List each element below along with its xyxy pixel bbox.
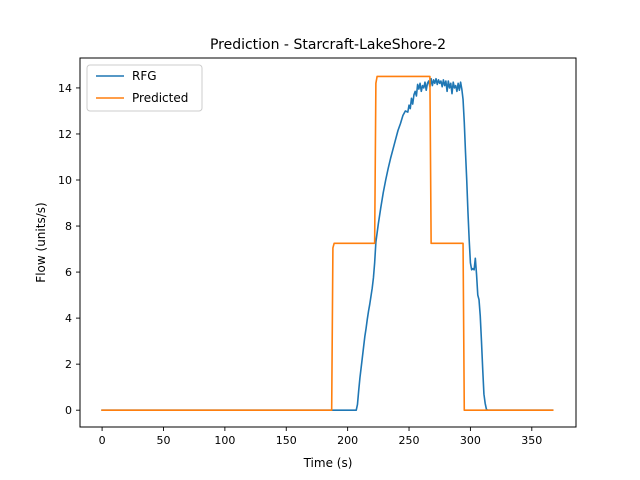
x-axis-label: Time (s) <box>303 456 353 470</box>
x-tick-label: 250 <box>399 434 420 447</box>
y-tick-label: 12 <box>58 128 72 141</box>
y-tick-label: 14 <box>58 82 72 95</box>
x-tick-label: 100 <box>214 434 235 447</box>
y-tick-label: 0 <box>65 404 72 417</box>
x-tick-label: 150 <box>276 434 297 447</box>
y-tick-label: 10 <box>58 174 72 187</box>
legend-label-rfg: RFG <box>132 69 157 83</box>
x-tick-label: 300 <box>460 434 481 447</box>
legend-label-predicted: Predicted <box>132 91 188 105</box>
x-tick-label: 200 <box>337 434 358 447</box>
y-tick-label: 6 <box>65 266 72 279</box>
y-tick-label: 2 <box>65 358 72 371</box>
legend: RFG Predicted <box>86 64 203 112</box>
series-layer <box>101 75 554 411</box>
x-tick-label: 350 <box>521 434 542 447</box>
y-axis-ticks: 0 2 4 6 8 10 12 14 <box>58 82 80 417</box>
y-axis-label: Flow (units/s) <box>34 202 48 282</box>
y-tick-label: 8 <box>65 220 72 233</box>
x-axis-ticks: 0 50 100 150 200 250 300 350 <box>99 427 542 447</box>
axes-frame <box>79 57 577 428</box>
x-tick-label: 50 <box>156 434 170 447</box>
chart-title: Prediction - Starcraft-LakeShore-2 <box>210 37 446 53</box>
series-line-predicted <box>101 75 554 411</box>
y-tick-label: 4 <box>65 312 72 325</box>
x-tick-label: 0 <box>99 434 106 447</box>
